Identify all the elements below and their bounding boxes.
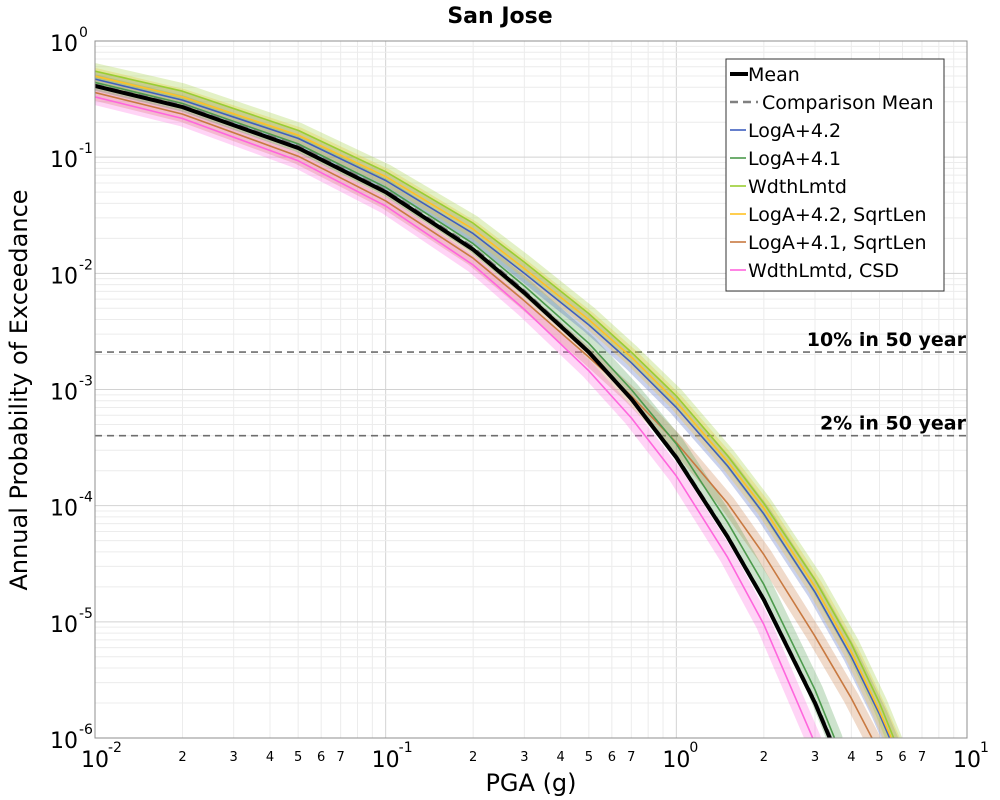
x-minor-tick-label: 3 [811,750,819,765]
x-tick-exponent: -2 [108,740,122,756]
y-tick-label: 10 [50,613,78,638]
x-axis-label: PGA (g) [485,769,576,797]
x-minor-tick-label: 5 [294,750,302,765]
x-minor-tick-label: 4 [847,750,855,765]
x-minor-tick-label: 5 [585,750,593,765]
series-lines [95,70,895,738]
y-tick-label: 10 [50,497,78,522]
x-minor-tick-label: 5 [875,750,883,765]
y-tick-label: 10 [50,729,78,754]
y-tick-exponent: -6 [79,722,93,738]
x-tick-exponent: -1 [399,740,413,756]
y-tick-exponent: -3 [79,374,93,390]
plot-frame [94,40,968,739]
x-minor-tick-label: 6 [608,750,616,765]
y-tick-exponent: -5 [79,606,93,622]
x-minor-tick-label: 4 [266,750,274,765]
legend-label: Mean [748,64,800,86]
legend-label: LogA+4.2, SqrtLen [748,204,927,226]
x-minor-tick-label: 6 [898,750,906,765]
series-line [95,96,814,738]
x-tick-label: 10 [662,748,690,773]
legend: Mean Comparison Mean LogA+4.2 LogA+4.1 WdthL… [725,58,945,292]
x-tick-label: 10 [953,748,981,773]
legend-label: LogA+4.1 [748,148,841,170]
x-minor-tick-label: 7 [918,750,926,765]
y-tick-label: 10 [50,264,78,289]
x-minor-tick-label: 4 [557,750,565,765]
reference-line-label: 2% in 50 year [820,413,967,435]
x-tick-label: 10 [372,748,400,773]
legend-label: LogA+4.1, SqrtLen [748,232,927,254]
legend-box [725,58,945,292]
series-line [95,84,832,738]
y-tick-label: 10 [50,148,78,173]
y-tick-exponent: -2 [79,257,93,273]
x-minor-tick-label: 7 [337,750,345,765]
series-line [95,78,891,738]
legend-label: WdthLmtd [748,176,847,198]
y-tick-label: 10 [50,32,78,57]
reference-lines: 10% in 50 year 2% in 50 year [95,329,967,437]
x-minor-tick-label: 2 [760,750,768,765]
chart-title: San Jose [447,4,552,29]
y-tick-label: 10 [50,381,78,406]
y-tick-exponent: 0 [79,25,88,41]
legend-label: LogA+4.2 [748,120,841,142]
y-tick-exponent: -4 [79,490,93,506]
x-minor-tick-label: 3 [230,750,238,765]
x-minor-tick-label: 6 [317,750,325,765]
x-minor-tick-label: 3 [520,750,528,765]
y-tick-exponent: -1 [79,141,93,157]
series-line [95,81,836,738]
x-axis-ticks: 10 -2 10 -1 10 0 10 12 3 4 5 6 7 2 3 4 5 6 7 2 3 4 5 6 7 [81,740,989,773]
x-minor-tick-label: 2 [469,750,477,765]
legend-label: Comparison Mean [762,92,934,114]
x-minor-tick-label: 2 [178,750,186,765]
legend-label: WdthLmtd, CSD [748,260,899,282]
x-tick-exponent: 1 [980,740,989,756]
series-line [95,70,895,738]
series-line [95,75,893,738]
grid [94,41,967,739]
reference-line-label: 10% in 50 year [807,329,967,351]
y-axis-label: Annual Probability of Exceedance [5,189,33,590]
x-minor-tick-label: 7 [627,750,635,765]
x-tick-label: 10 [81,748,109,773]
x-tick-exponent: 0 [689,740,698,756]
